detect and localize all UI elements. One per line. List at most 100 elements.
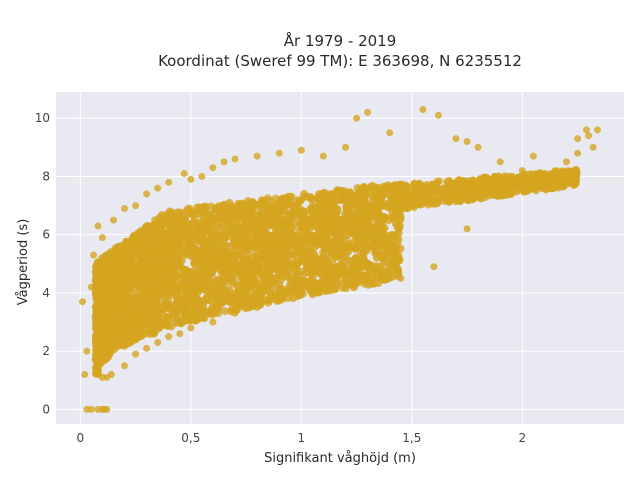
scatter-point: [102, 307, 110, 316]
scatter-point: [344, 243, 353, 252]
scatter-point: [219, 247, 228, 256]
scatter-point: [113, 314, 121, 323]
scatter-point: [231, 264, 240, 273]
scatter-point: [164, 214, 173, 223]
scatter-point: [142, 292, 151, 301]
scatter-point: [196, 260, 205, 269]
scatter-point: [177, 224, 186, 233]
scatter-point: [390, 259, 399, 268]
data-point: [121, 362, 128, 370]
data-point: [107, 371, 115, 378]
scatter-point: [353, 276, 362, 285]
y-tick-label: 6: [42, 228, 50, 242]
scatter-point: [160, 258, 169, 266]
scatter-point: [141, 235, 150, 244]
scatter-point: [441, 192, 449, 200]
scatter-point: [133, 272, 142, 280]
scatter-point: [317, 193, 326, 202]
scatter-point: [305, 255, 314, 263]
scatter-point: [241, 291, 250, 300]
x-axis-label: Signifikant våghöjd (m): [264, 451, 416, 466]
data-point: [92, 304, 100, 311]
scatter-point: [523, 170, 531, 178]
scatter-point: [320, 210, 329, 219]
scatter-point: [99, 291, 108, 300]
scatter-point: [92, 318, 101, 327]
scatter-point: [128, 278, 137, 287]
scatter-point: [444, 198, 452, 206]
scatter-point: [194, 295, 203, 304]
scatter-point: [265, 252, 274, 261]
scatter-point: [101, 322, 110, 331]
data-point: [540, 170, 548, 177]
scatter-point: [508, 178, 517, 186]
scatter-point: [115, 289, 124, 298]
data-point: [90, 251, 98, 259]
scatter-point: [158, 305, 166, 314]
scatter-point: [107, 322, 115, 331]
scatter-point: [161, 291, 170, 300]
scatter-point: [393, 265, 402, 274]
scatter-point: [360, 237, 368, 246]
scatter-point: [175, 248, 184, 257]
data-point: [87, 283, 95, 291]
scatter-point: [234, 208, 243, 216]
scatter-point: [487, 184, 495, 192]
scatter-point: [378, 275, 387, 283]
scatter-point: [359, 198, 367, 207]
data-point: [585, 132, 593, 140]
scatter-point: [293, 218, 302, 227]
scatter-point: [370, 195, 379, 204]
scatter-point: [129, 298, 138, 307]
scatter-point: [394, 181, 402, 189]
scatter-point: [240, 244, 249, 253]
data-point: [574, 135, 582, 143]
scatter-point: [322, 202, 331, 211]
scatter-point: [286, 200, 295, 209]
scatter-point: [110, 263, 119, 272]
scatter-point: [185, 275, 194, 284]
scatter-point: [312, 203, 321, 212]
scatter-point: [254, 230, 263, 238]
scatter-point: [125, 322, 134, 331]
scatter-point: [192, 227, 201, 236]
scatter-point: [332, 208, 340, 217]
scatter-point: [152, 284, 161, 293]
scatter-point: [517, 175, 526, 184]
scatter-point: [215, 296, 224, 304]
scatter-point: [279, 272, 288, 281]
scatter-point: [249, 295, 258, 304]
scatter-point: [266, 208, 275, 217]
scatter-point: [211, 260, 220, 269]
scatter-point: [133, 323, 142, 332]
scatter-point: [263, 282, 272, 291]
scatter-point: [220, 290, 229, 299]
scatter-point: [159, 283, 168, 292]
scatter-point: [231, 292, 240, 301]
scatter-point: [354, 190, 363, 199]
scatter-point: [301, 234, 310, 243]
scatter-point: [330, 285, 338, 293]
scatter-point: [150, 304, 159, 313]
data-point: [165, 333, 173, 341]
scatter-point: [209, 230, 218, 239]
scatter-point: [93, 260, 102, 269]
scatter-point: [92, 340, 100, 349]
scatter-point: [433, 200, 441, 208]
scatter-point: [238, 270, 247, 279]
scatter-point: [211, 277, 220, 285]
scatter-point: [243, 212, 252, 221]
y-tick-label: 2: [42, 344, 50, 358]
scatter-point: [205, 282, 214, 291]
scatter-point: [494, 177, 502, 185]
scatter-point: [154, 241, 163, 250]
scatter-point: [478, 178, 486, 186]
scatter-point: [370, 183, 379, 192]
data-point: [103, 405, 111, 413]
scatter-point: [220, 307, 229, 316]
scatter-point: [100, 253, 109, 262]
scatter-point: [273, 204, 282, 213]
scatter-point: [281, 195, 290, 204]
scatter-point: [188, 210, 197, 219]
scatter-point: [508, 172, 516, 180]
